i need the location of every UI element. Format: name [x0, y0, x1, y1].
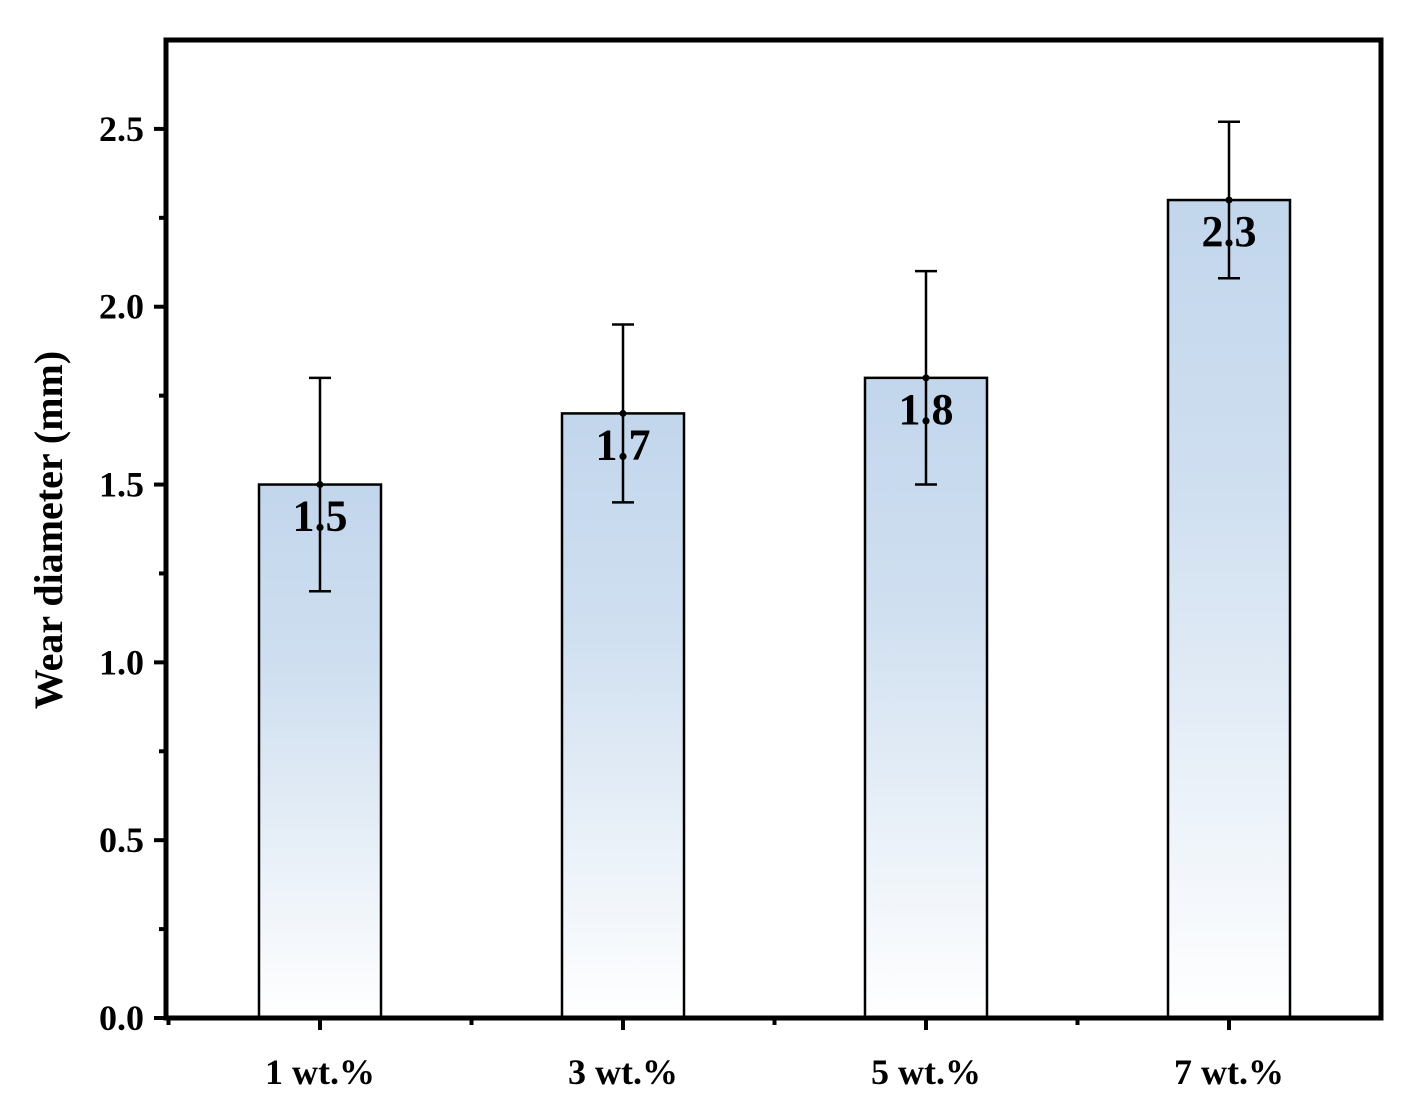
bars-layer	[257, 198, 1292, 1020]
x-tick-label: 5 wt.%	[871, 1052, 981, 1092]
y-axis: 0.0 0.5 1.0 1.5 2.0 2.5	[99, 109, 166, 1038]
y-tick-label: 0.5	[99, 820, 144, 860]
data-label: 1.5	[293, 492, 348, 541]
y-tick-label: 0.0	[99, 998, 144, 1038]
data-label: 1.7	[596, 420, 651, 469]
y-axis-title: Wear diameter (mm)	[26, 351, 71, 709]
data-label: 1.8	[899, 385, 954, 434]
error-bar-center	[619, 409, 627, 417]
x-tick-label: 3 wt.%	[568, 1052, 678, 1092]
x-tick-label: 7 wt.%	[1174, 1052, 1284, 1092]
y-tick-label: 1.5	[99, 465, 144, 505]
y-tick-label: 2.5	[99, 109, 144, 149]
x-axis: 1 wt.% 3 wt.% 5 wt.% 7 wt.%	[166, 1018, 1284, 1092]
bar	[560, 412, 686, 1020]
data-label: 2.3	[1202, 207, 1257, 256]
error-bar-center	[922, 374, 930, 382]
bar	[1166, 198, 1292, 1020]
x-tick-label: 1 wt.%	[265, 1052, 375, 1092]
error-bar-center	[1225, 196, 1233, 204]
error-bar-center	[316, 481, 324, 489]
data-labels-layer: 1.5 1.7 1.8 2.3	[293, 207, 1257, 541]
y-tick-label: 1.0	[99, 642, 144, 682]
error-bars-layer	[309, 120, 1240, 593]
y-tick-label: 2.0	[99, 287, 144, 327]
